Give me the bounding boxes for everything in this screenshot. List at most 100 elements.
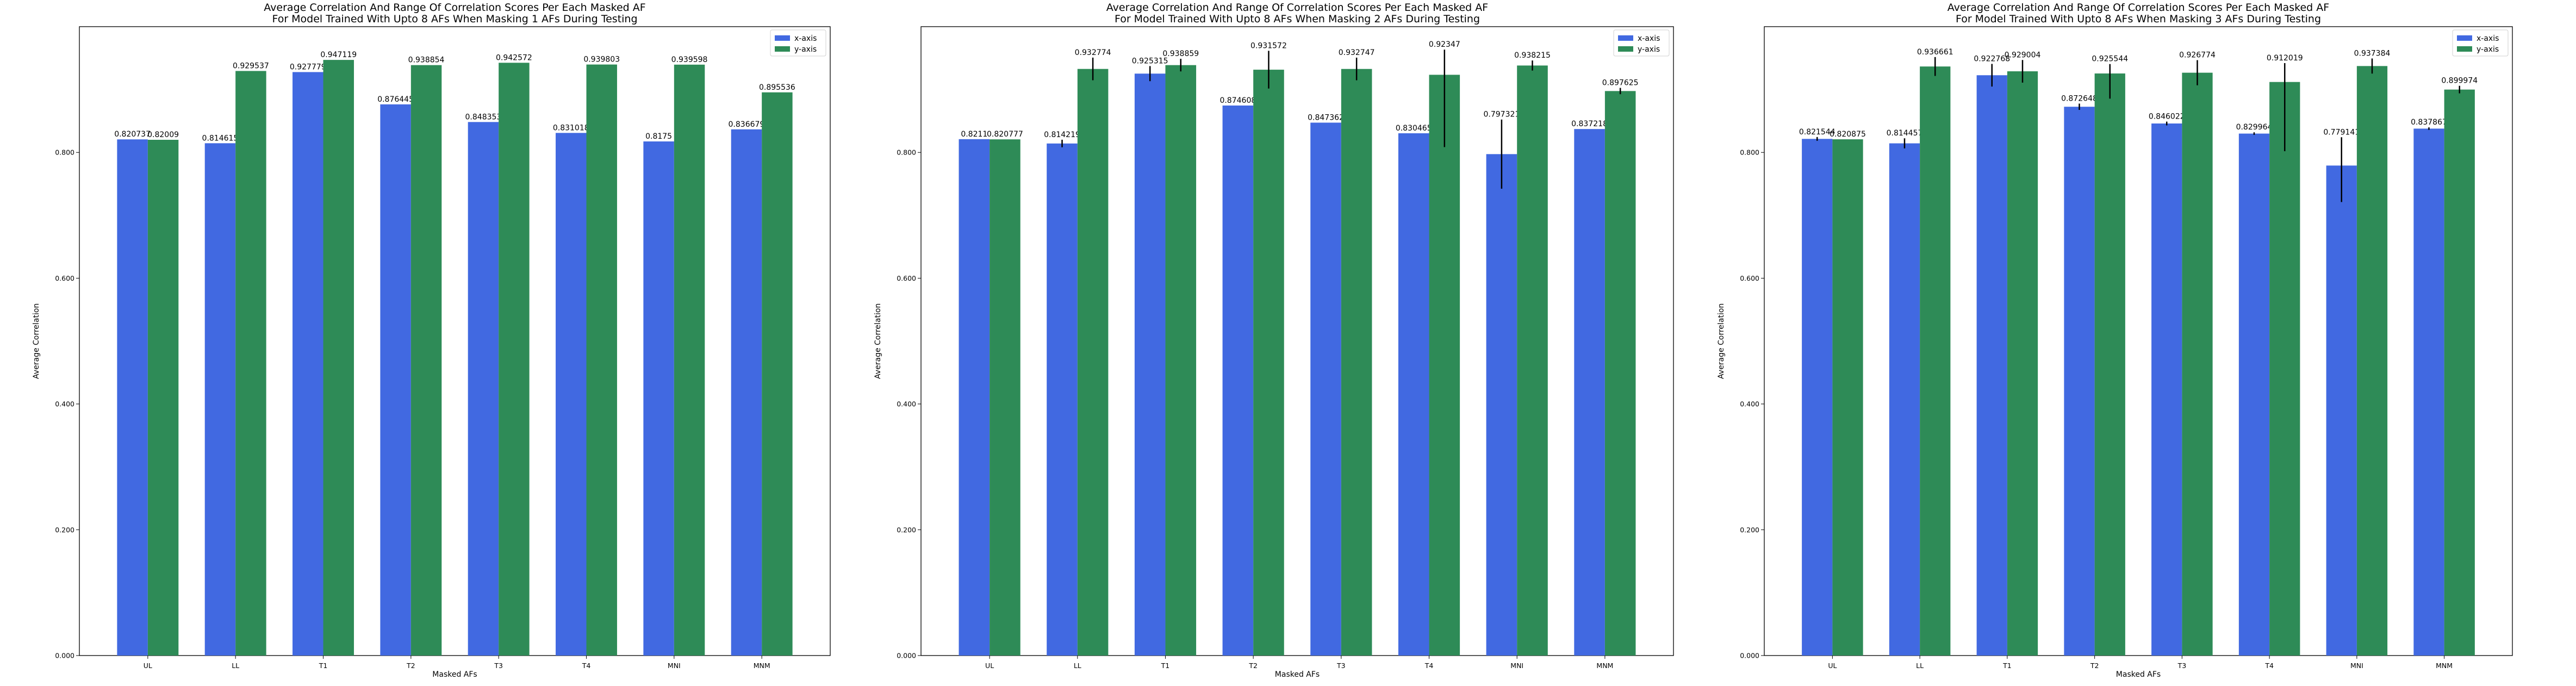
legend-swatch-y-axis: [2457, 46, 2472, 52]
bar-y-axis-t4: [586, 64, 617, 656]
legend-entry-y-axis: y-axis: [2477, 45, 2499, 54]
legend-entry-x-axis: x-axis: [2477, 34, 2499, 43]
data-label-y-axis-t4: 0.912019: [2267, 54, 2303, 63]
bar-x-axis-mni: [643, 141, 674, 656]
x-tick-label: MNI: [2350, 662, 2363, 670]
data-label-y-axis-t2: 0.938854: [408, 56, 445, 65]
bar-y-axis-t2: [410, 65, 442, 656]
data-label-y-axis-ul: 0.820777: [987, 130, 1023, 139]
legend-swatch-x-axis: [775, 35, 790, 41]
bar-y-axis-t1: [323, 60, 354, 656]
data-label-y-axis-mnm: 0.899974: [2441, 77, 2478, 85]
bar-x-axis-t1: [293, 72, 323, 656]
legend-swatch-x-axis: [1618, 35, 1633, 41]
data-label-x-axis-ll: 0.814615: [202, 134, 239, 143]
data-label-y-axis-t2: 0.931572: [1250, 41, 1287, 50]
legend: x-axis y-axis: [770, 29, 826, 57]
x-tick-label: MNM: [1596, 662, 1613, 670]
bar-x-axis-t2: [1222, 105, 1254, 656]
legend-swatch-x-axis: [2457, 35, 2472, 41]
y-tick-label: 0.200: [897, 526, 916, 534]
bar-x-axis-t2: [2064, 107, 2095, 656]
data-label-x-axis-t1: 0.925315: [1132, 57, 1168, 65]
data-label-y-axis-ul: 0.82009: [147, 131, 179, 139]
x-tick-label: T3: [1336, 662, 1346, 670]
y-tick-label: 0.800: [55, 149, 74, 157]
data-label-x-axis-t3: 0.847362: [1308, 113, 1344, 122]
bar-x-axis-mnm: [2413, 128, 2444, 656]
data-label-y-axis-t3: 0.942572: [496, 53, 532, 62]
data-label-x-axis-ll: 0.814457: [1887, 129, 1923, 138]
bar-y-axis-mni: [2356, 66, 2388, 656]
legend-entry-y-axis: y-axis: [794, 45, 817, 54]
data-label-x-axis-t2: 0.876445: [377, 95, 414, 104]
data-label-y-axis-ll: 0.929537: [233, 61, 269, 70]
x-tick-label: MNI: [1510, 662, 1523, 670]
bar-y-axis-ul: [1832, 139, 1863, 656]
bar-y-axis-ul: [990, 139, 1021, 656]
bar-y-axis-t3: [499, 63, 530, 656]
x-tick-label: UL: [144, 662, 152, 670]
y-tick-label: 0.800: [1740, 149, 1759, 157]
data-label-x-axis-t1: 0.922768: [1974, 54, 2010, 63]
bar-y-axis-ul: [147, 139, 179, 656]
data-label-x-axis-mni: 0.779141: [2323, 128, 2360, 137]
bar-y-axis-t2: [2094, 73, 2125, 656]
data-label-x-axis-t4: 0.829964: [2236, 123, 2273, 132]
x-tick-label: MNI: [668, 662, 681, 670]
y-tick-label: 0.200: [1740, 526, 1759, 534]
bar-x-axis-ll: [204, 143, 236, 656]
x-tick-label: UL: [985, 662, 994, 670]
chart-panel-3: Average Correlation And Range Of Correla…: [1717, 2, 2513, 679]
y-tick-label: 0.600: [55, 274, 74, 282]
data-label-x-axis-ul: 0.821544: [1799, 128, 1835, 137]
data-label-y-axis-mni: 0.937384: [2354, 50, 2391, 58]
x-tick-label: T2: [2090, 662, 2099, 670]
x-tick-label: T4: [2264, 662, 2274, 670]
bar-y-axis-mni: [1517, 65, 1548, 656]
y-tick-label: 0.400: [1740, 400, 1759, 408]
data-label-y-axis-mnm: 0.895536: [759, 83, 795, 92]
x-tick-label: T3: [2177, 662, 2187, 670]
bar-y-axis-mnm: [762, 92, 793, 656]
bar-y-axis-t3: [2182, 72, 2213, 656]
chart-panel-1: Average Correlation And Range Of Correla…: [32, 2, 831, 679]
bar-x-axis-t3: [1310, 122, 1341, 656]
y-tick-label: 0.200: [55, 526, 74, 534]
data-label-y-axis-t1: 0.947119: [320, 51, 357, 59]
bar-x-axis-t3: [468, 122, 499, 656]
bar-y-axis-t1: [2007, 71, 2038, 656]
bar-y-axis-t1: [1165, 65, 1197, 656]
x-tick-label: T1: [2002, 662, 2012, 670]
data-label-x-axis-t4: 0.830465: [1396, 124, 1432, 133]
data-label-x-axis-ll: 0.814219: [1044, 131, 1080, 139]
y-tick-label: 0.600: [1740, 274, 1759, 282]
data-label-x-axis-mni: 0.8175: [645, 132, 672, 141]
y-axis-label: Average Correlation: [32, 303, 41, 379]
x-axis-label: Masked AFs: [1275, 670, 1320, 679]
data-label-y-axis-ll: 0.932774: [1075, 48, 1111, 57]
y-tick-label: 0.400: [897, 400, 916, 408]
x-tick-label: LL: [1074, 662, 1081, 670]
chart-title: Average Correlation And Range Of Correla…: [264, 2, 645, 14]
bar-x-axis-t4: [2238, 133, 2270, 656]
legend-swatch-y-axis: [775, 46, 790, 52]
bar-x-axis-ul: [117, 139, 148, 656]
data-label-x-axis-mni: 0.797321: [1484, 110, 1520, 119]
legend-entry-y-axis: y-axis: [1638, 45, 1660, 54]
data-label-y-axis-t2: 0.925544: [2092, 55, 2128, 64]
legend-entry-x-axis: x-axis: [794, 34, 817, 43]
bar-y-axis-t4: [2269, 82, 2300, 656]
y-tick-label: 0.600: [897, 274, 916, 282]
y-tick-label: 0.400: [55, 400, 74, 408]
bar-x-axis-t3: [2151, 123, 2182, 656]
plot-frame: [79, 26, 831, 656]
data-label-x-axis-t1: 0.927779: [290, 63, 326, 71]
plot-frame: [1764, 26, 2513, 656]
x-tick-label: LL: [1916, 662, 1924, 670]
y-tick-label: 0.000: [1740, 652, 1759, 660]
y-axis-label: Average Correlation: [1717, 303, 1726, 379]
x-axis-label: Masked AFs: [2116, 670, 2161, 679]
bar-x-axis-mni: [2326, 165, 2357, 656]
